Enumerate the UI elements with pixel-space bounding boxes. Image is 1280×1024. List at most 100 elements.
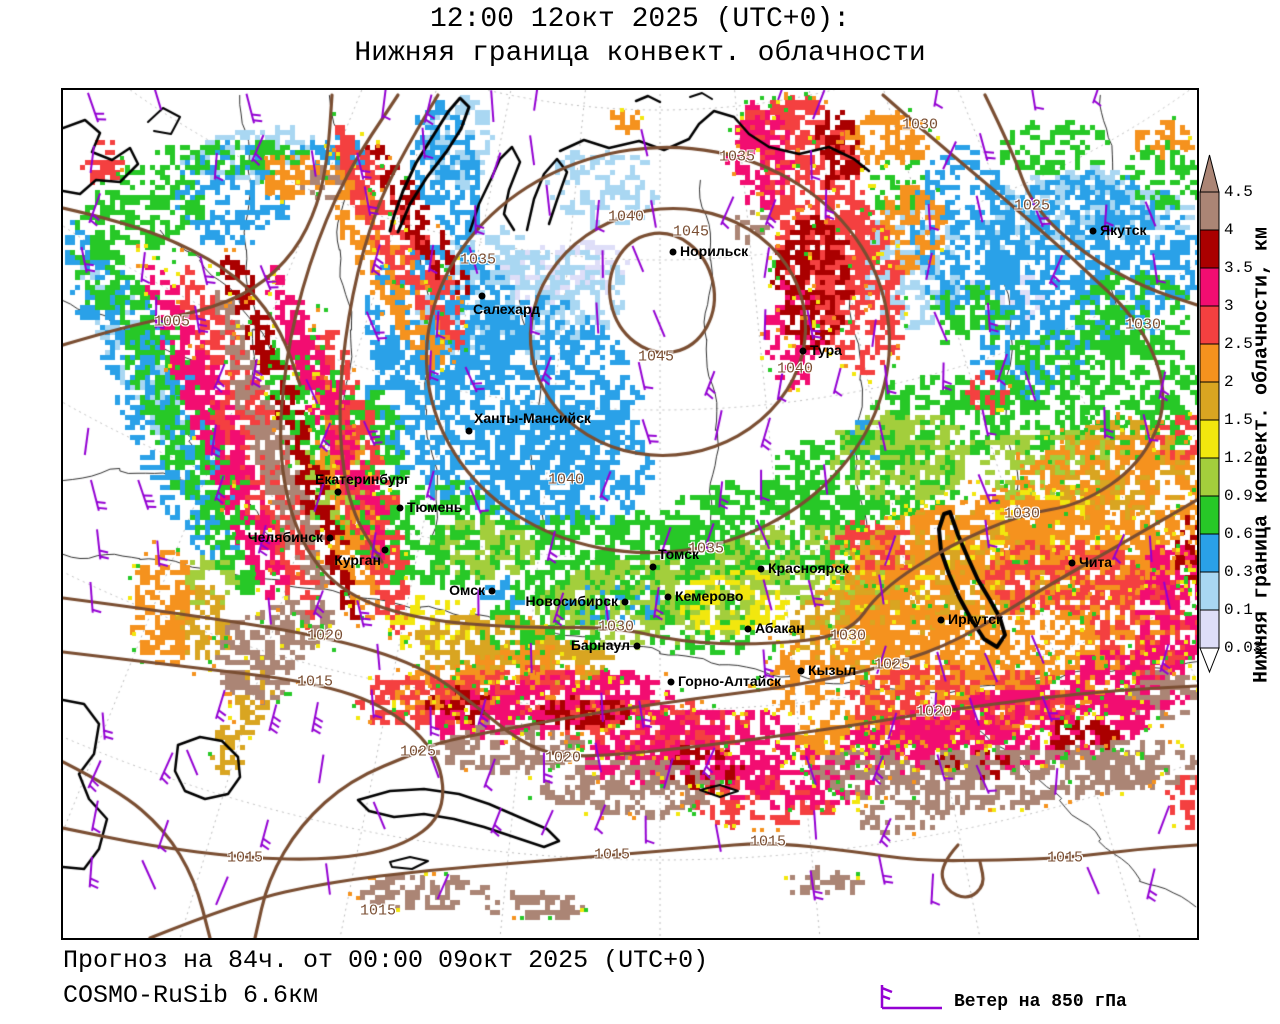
isobar-label: 1025 [399, 743, 437, 761]
city-label: Красноярск [768, 560, 850, 576]
isobar-label: 1030 [1124, 316, 1162, 334]
isobar-label: 1015 [749, 833, 787, 851]
forecast-info-line: Прогноз на 84ч. от 00:00 09окт 2025 (UTC… [63, 946, 709, 975]
city-label: Омск [449, 582, 485, 598]
colorbar-band [1199, 457, 1220, 497]
isobar-label: 1035 [718, 148, 756, 166]
isobar-label: 1045 [637, 348, 675, 366]
city-marker [797, 667, 805, 675]
city-label: Кемерово [675, 588, 744, 604]
city-label: Чита [1079, 554, 1113, 570]
colorbar-tick-label: 0.03 [1224, 639, 1263, 657]
city-marker [744, 625, 752, 633]
colorbar-band [1199, 495, 1220, 535]
city-marker [1089, 227, 1097, 235]
city-marker [937, 616, 945, 624]
city-label: Новосибирск [525, 593, 618, 609]
colorbar-band [1199, 343, 1220, 383]
colorbar-tick-label: 2 [1224, 373, 1234, 391]
colorbar-tick-label: 0.3 [1224, 563, 1253, 581]
city-label: Тура [810, 342, 842, 358]
city-label: Челябинск [247, 529, 323, 545]
colorbar-band [1199, 229, 1220, 269]
colorbar-tick-label: 0.1 [1224, 601, 1253, 619]
city-marker [649, 563, 657, 571]
isobar-label: 1035 [687, 540, 725, 558]
isobar-label: 1025 [873, 656, 911, 674]
isobar-label: 1040 [607, 208, 645, 226]
isobar-label: 1015 [593, 846, 631, 864]
city-label: Абакан [755, 620, 805, 636]
colorbar-axis-title: Нижняя граница конвект. облачности, км [1250, 226, 1274, 684]
isobar-label: 1025 [1013, 197, 1051, 215]
city-marker [465, 427, 473, 435]
city-label: Екатеринбург [315, 471, 410, 487]
colorbar-arrow [1199, 647, 1220, 674]
colorbar-tick-label: 2.5 [1224, 335, 1253, 353]
city-marker [1068, 559, 1076, 567]
city-label: Салехард [473, 301, 541, 317]
isobar-label: 1015 [226, 849, 264, 867]
city-marker [669, 248, 677, 256]
colorbar-tick-label: 0.6 [1224, 525, 1253, 543]
city-marker [478, 292, 486, 300]
city-marker [396, 504, 404, 512]
city-marker [334, 488, 342, 496]
city-marker [488, 587, 496, 595]
isobar-label: 1030 [1003, 505, 1041, 523]
colorbar-tick-label: 4.5 [1224, 183, 1253, 201]
wind-barb-icon [880, 985, 942, 1010]
isobar-label: 1030 [829, 627, 867, 645]
city-marker [621, 598, 629, 606]
isobar-label: 1020 [915, 703, 953, 721]
city-label: Горно-Алтайск [678, 673, 782, 689]
model-info-line: COSMO-RuSib 6.6км [63, 981, 319, 1010]
isobar-label: 1030 [597, 618, 635, 636]
wind-legend: Ветер на 850 гПа [876, 980, 1206, 1016]
colorbar-band [1199, 533, 1220, 573]
colorbar-tick-label: 0.9 [1224, 487, 1253, 505]
isobar-label: 1020 [544, 749, 582, 767]
weather-map: 1030 1035 1025 1040 1045 1035 1005 1030 1045 1040… [61, 88, 1199, 940]
colorbar-band [1199, 381, 1220, 421]
city-label: Якутск [1100, 222, 1147, 238]
isobar-label: 1015 [296, 673, 334, 691]
colorbar-tick-label: 3 [1224, 297, 1234, 315]
city-label: Томск [658, 546, 700, 562]
city-label: Тюмень [407, 499, 463, 515]
city-label: Иркутск [948, 611, 1004, 627]
city-marker [381, 546, 389, 554]
page-title-datetime: 12:00 12окт 2025 (UTC+0): [429, 4, 851, 35]
city-label: Барнаул [570, 637, 630, 653]
city-marker [664, 593, 672, 601]
isobar-label: 1015 [1046, 849, 1084, 867]
colorbar-tick-label: 4 [1224, 221, 1234, 239]
colorbar-arrow [1199, 154, 1220, 193]
isobar-label: 1015 [359, 902, 397, 920]
colorbar-band [1199, 609, 1220, 649]
city-marker [633, 642, 641, 650]
colorbar-tick-label: 1.2 [1224, 449, 1253, 467]
colorbar-band [1199, 419, 1220, 459]
isobar-label: 1040 [547, 471, 585, 489]
isobar-label: 1030 [901, 116, 939, 134]
page-title-parameter: Нижняя граница конвект. облачности [354, 38, 926, 69]
city-marker [326, 534, 334, 542]
colorbar-tick-label: 3.5 [1224, 259, 1253, 277]
isobar-label: 1005 [153, 313, 191, 331]
isobar-label: 1035 [459, 251, 497, 269]
city-marker [799, 347, 807, 355]
colorbar-band [1199, 305, 1220, 345]
city-marker [757, 565, 765, 573]
colorbar-band [1199, 571, 1220, 611]
colorbar-band [1199, 191, 1220, 231]
city-label: Ханты-Мансийск [474, 410, 591, 426]
wind-legend-label: Ветер на 850 гПа [954, 992, 1127, 1012]
city-label: Норильск [680, 243, 749, 259]
isobar-label: 1045 [672, 223, 710, 241]
colorbar-band [1199, 267, 1220, 307]
isobar-label: 1020 [306, 627, 344, 645]
isobar-label: 1040 [776, 360, 814, 378]
